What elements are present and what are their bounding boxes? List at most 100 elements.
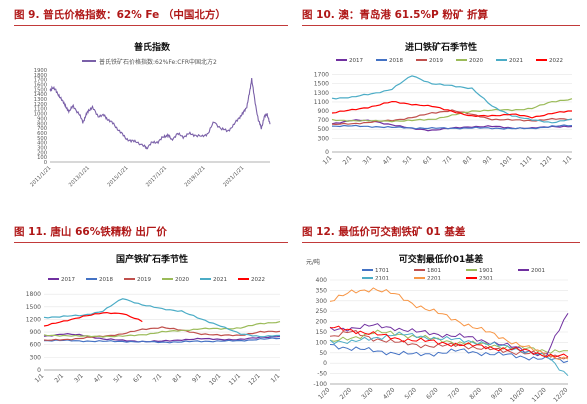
x-tick-label: 1/1 — [34, 372, 46, 384]
x-tick-label: 10/20 — [509, 386, 526, 402]
x-tick-label: 5/20 — [403, 386, 418, 401]
x-tick-label: 2/20 — [339, 386, 354, 401]
series-line-1701 — [329, 344, 569, 364]
y-tick-label: 250 — [316, 308, 328, 315]
y-tick-label: 700 — [318, 117, 330, 124]
y-tick-label: 600 — [30, 342, 42, 349]
y-tick-label: 1500 — [26, 304, 41, 311]
legend-label-2021: 2021 — [213, 277, 227, 283]
x-tick-label: 6/1 — [422, 154, 434, 166]
panel-3-caption: 唐山 66%铁精粉 出厂价 — [50, 226, 167, 238]
x-tick-label: 2011/1/21 — [29, 165, 52, 188]
y-tick-label: 0 — [37, 367, 41, 374]
series-line-platts — [49, 78, 271, 150]
series-line-2018 — [331, 124, 573, 130]
chart-title: 国产铁矿石季节性 — [116, 253, 188, 265]
panel-2-caption: 澳：青岛港 61.5%P 粉矿 折算 — [338, 9, 489, 21]
y-tick-label: 900 — [37, 116, 47, 122]
x-tick-label: 3/1 — [362, 154, 374, 166]
chart-title: 普氏指数 — [134, 41, 171, 53]
y-tick-label: 1800 — [34, 73, 47, 79]
legend-label-2018: 2018 — [99, 277, 113, 283]
x-tick-label: 4/1 — [93, 372, 105, 384]
legend-label-2018: 2018 — [389, 58, 403, 64]
x-tick-label: 5/1 — [112, 372, 124, 384]
series-line-2018 — [44, 337, 281, 344]
panel-1-rule — [14, 25, 288, 26]
x-tick-label: 3/20 — [360, 386, 375, 401]
y-tick-label: 600 — [37, 131, 47, 137]
legend-label-2201: 2201 — [427, 276, 441, 282]
y-unit-label: 元/吨 — [306, 258, 320, 266]
x-tick-label: 6/1 — [132, 372, 144, 384]
y-tick-label: 900 — [30, 329, 42, 336]
legend-label-2017: 2017 — [349, 58, 363, 64]
panel-1-caption: 普氏价格指数：62% Fe （中国北方） — [43, 9, 226, 21]
y-tick-label: 200 — [316, 319, 328, 326]
x-tick-label: 9/20 — [490, 386, 505, 401]
x-tick-label: 2015/1/21 — [107, 165, 130, 188]
x-tick-label: 9/1 — [482, 154, 494, 166]
legend: 普氏铁矿石价格指数:62%Fe:CFR中国北方2 — [82, 58, 217, 66]
x-tick-label: 8/1 — [462, 154, 474, 166]
legend-label-1801: 1801 — [427, 268, 441, 274]
y-tick-label: 300 — [37, 145, 47, 151]
chart-title: 可交割最低价01基差 — [399, 253, 484, 265]
y-tick-label: 50 — [319, 350, 327, 357]
legend-label-2301: 2301 — [479, 276, 493, 282]
series-line-1801 — [329, 330, 569, 360]
y-tick-label: 300 — [316, 298, 328, 305]
x-tick-label: 7/1 — [152, 372, 164, 384]
y-tick-label: 500 — [37, 136, 47, 142]
legend-label-2021: 2021 — [509, 58, 523, 64]
x-tick-label: 8/20 — [468, 386, 483, 401]
panel-1-title: 图 9. 普氏价格指数：62% Fe （中国北方） — [14, 6, 288, 24]
panel-3-title: 图 11. 唐山 66%铁精粉 出厂价 — [14, 223, 288, 241]
x-tick-label: 12/1 — [539, 154, 554, 169]
series-line-2021 — [43, 298, 280, 338]
y-tick-label: 100 — [316, 339, 328, 346]
x-tick-label: 4/20 — [382, 386, 397, 401]
panel-4-caption: 最低价可交割铁矿 01 基差 — [338, 226, 466, 238]
x-tick-label: 2013/1/21 — [68, 165, 91, 188]
x-tick-label: 12/1 — [247, 372, 262, 387]
y-tick-label: 1600 — [34, 83, 47, 89]
y-tick-label: 500 — [318, 126, 330, 133]
y-tick-label: -100 — [313, 381, 327, 388]
y-tick-label: 1300 — [314, 90, 329, 97]
legend-label-2020: 2020 — [469, 58, 483, 64]
legend-label-1901: 1901 — [479, 268, 493, 274]
legend-label-2017: 2017 — [61, 277, 75, 283]
series-line-2201 — [329, 287, 569, 361]
y-tick-label: 350 — [316, 287, 328, 294]
y-tick-label: 1400 — [34, 92, 47, 98]
y-tick-label: 1000 — [34, 112, 47, 118]
series-line-2020 — [43, 321, 281, 338]
legend-label-2020: 2020 — [175, 277, 189, 283]
series-line-2301 — [329, 325, 569, 358]
x-tick-label: 2/1 — [342, 154, 354, 166]
y-tick-label: 150 — [316, 329, 328, 336]
y-tick-label: 400 — [316, 277, 328, 284]
x-tick-label: 10/1 — [499, 154, 514, 169]
y-tick-label: 1700 — [314, 72, 329, 79]
x-tick-label: 2019/1/21 — [184, 165, 207, 188]
panel-4-rule — [302, 242, 580, 243]
y-tick-label: 1500 — [314, 81, 329, 88]
x-tick-label: 12/20 — [552, 386, 569, 402]
x-tick-label: 6/20 — [425, 386, 440, 401]
y-tick-label: 0 — [44, 160, 47, 166]
x-tick-label: 8/1 — [171, 372, 183, 384]
y-tick-label: 1100 — [34, 107, 47, 113]
x-tick-label: 1/1 — [322, 154, 334, 166]
panel-2-figure: 图 10. — [302, 9, 335, 21]
y-tick-label: 1200 — [26, 316, 41, 323]
basis-chart: 可交割最低价01基差 元/吨 1701 1801 1901 2001 2101 2201 2… — [306, 253, 570, 402]
y-tick-label: 100 — [37, 155, 47, 161]
panel-3-rule — [14, 242, 288, 243]
legend-label-2001: 2001 — [531, 268, 545, 274]
y-tick-label: 1700 — [34, 78, 47, 84]
panel-4-title: 图 12. 最低价可交割铁矿 01 基差 — [302, 223, 580, 241]
series-line-2020 — [331, 98, 573, 123]
series-line-2022 — [43, 311, 143, 327]
